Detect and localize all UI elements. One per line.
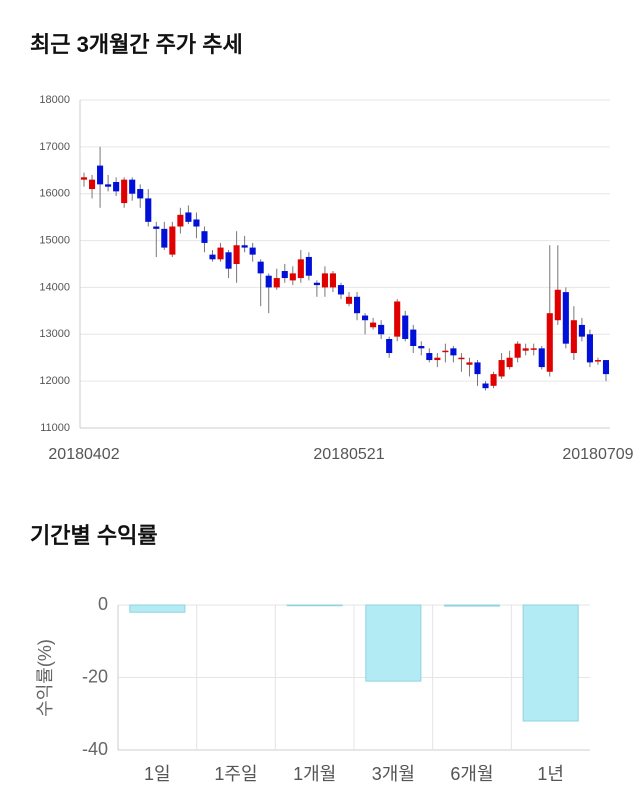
candle-body	[466, 362, 473, 365]
candle-body	[329, 273, 337, 288]
y-tick-label: 12000	[39, 375, 70, 387]
candle-body	[570, 320, 577, 354]
candle-body	[538, 348, 545, 368]
candle-body	[217, 247, 224, 260]
candle-body	[426, 353, 433, 361]
candle-body	[145, 198, 152, 222]
x-tick-label: 20180709	[562, 446, 633, 463]
candle-body	[273, 278, 280, 288]
candle-body	[201, 231, 208, 243]
x-tick-label: 1개월	[293, 764, 336, 784]
x-tick-label: 1일	[144, 764, 171, 784]
y-tick-label: 13000	[39, 328, 70, 340]
candle-body	[241, 245, 248, 248]
y-tick-label: 11000	[40, 422, 70, 434]
candle-body	[97, 165, 104, 185]
candle-body	[378, 324, 385, 335]
candle-body	[257, 261, 264, 274]
candle-body	[353, 296, 361, 314]
candle-body	[362, 315, 369, 321]
candle-body	[562, 292, 569, 344]
candle-body	[249, 247, 256, 255]
candle-body	[169, 226, 176, 255]
candle-body	[514, 343, 521, 358]
candle-body	[554, 289, 561, 321]
y-tick-label: 15000	[39, 234, 70, 246]
y-tick-label: -40	[82, 739, 108, 759]
x-tick-label: 20180521	[313, 446, 384, 463]
candle-body	[185, 212, 192, 222]
candle-body	[129, 179, 136, 194]
candle-body	[209, 254, 216, 260]
bar	[365, 604, 422, 682]
candle-body	[305, 256, 312, 276]
y-tick-label: 18000	[39, 94, 70, 106]
y-tick-label: 16000	[39, 188, 70, 200]
candle-body	[80, 177, 88, 180]
bar	[522, 604, 579, 722]
candle-body	[137, 189, 144, 199]
candle-body	[594, 360, 602, 362]
candle-body	[586, 334, 593, 363]
x-tick-label: 6개월	[450, 764, 493, 784]
x-tick-label: 1주일	[214, 764, 257, 784]
candle-body	[386, 338, 393, 354]
candle-body	[602, 360, 610, 375]
x-tick-label: 1년	[537, 764, 564, 784]
candle-body	[442, 350, 449, 353]
candle-body	[506, 357, 513, 368]
candle-body	[482, 383, 489, 389]
candle-body	[281, 271, 288, 279]
candle-body	[121, 179, 128, 204]
bar	[286, 604, 343, 607]
bar	[129, 604, 186, 613]
y-axis-label: 수익률(%)	[35, 639, 55, 717]
candle-body	[337, 285, 345, 295]
candle-body	[418, 346, 425, 349]
x-tick-label: 3개월	[372, 764, 415, 784]
candle-body	[225, 252, 232, 269]
candle-body	[153, 226, 160, 229]
candle-body	[161, 228, 168, 248]
y-tick-label: 14000	[39, 281, 70, 293]
candle-body	[410, 329, 417, 346]
candle-body	[289, 273, 296, 281]
candle-body	[265, 275, 272, 288]
candle-body	[321, 273, 328, 288]
candle-body	[402, 315, 409, 339]
candle-body	[578, 324, 585, 337]
y-tick-label: 0	[98, 594, 108, 614]
candle-body	[177, 214, 184, 227]
y-tick-label: 17000	[39, 141, 70, 153]
candle-body	[490, 374, 497, 386]
candle-body	[105, 184, 112, 187]
candle-body	[113, 182, 120, 192]
candle-body	[345, 296, 353, 304]
candle-body	[88, 179, 96, 190]
candle-body	[313, 282, 320, 286]
candle-body	[522, 348, 529, 351]
candle-body	[458, 357, 465, 360]
candle-body	[370, 322, 377, 328]
candle-body	[297, 259, 304, 279]
candle-body	[193, 219, 200, 227]
candle-body	[474, 362, 481, 375]
candle-body	[233, 245, 240, 264]
candle-body	[394, 301, 401, 337]
candle-body	[546, 313, 553, 372]
candle-body	[498, 360, 505, 377]
candle-body	[434, 357, 441, 361]
chart-title: 기간별 수익률	[30, 523, 158, 548]
bar	[443, 604, 501, 607]
candle-body	[530, 348, 537, 350]
candle-body	[450, 348, 457, 356]
y-tick-label: -20	[82, 666, 108, 686]
x-tick-label: 20180402	[48, 446, 119, 463]
chart-title: 최근 3개월간 주가 추세	[30, 32, 243, 57]
